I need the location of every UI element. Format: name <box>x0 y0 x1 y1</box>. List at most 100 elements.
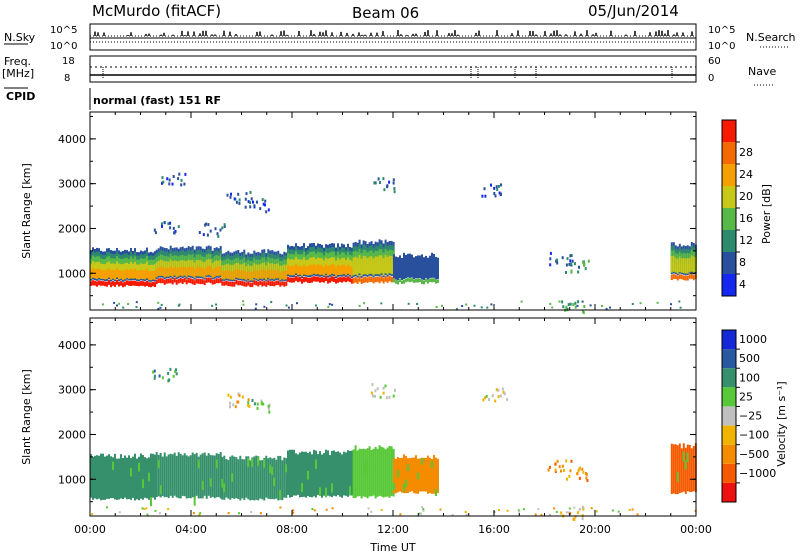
velocity-cell <box>309 451 311 497</box>
power-cell <box>259 280 262 285</box>
velocity-cell <box>395 458 397 494</box>
power-cell <box>157 267 160 276</box>
power-cell <box>380 275 383 282</box>
velocity-cell <box>577 511 580 515</box>
beam-title: Beam 06 <box>352 4 419 22</box>
power-cell <box>237 192 240 196</box>
power-cell <box>242 303 245 306</box>
power-cell <box>565 271 567 274</box>
power-cell <box>249 272 252 281</box>
power-cell <box>273 270 276 280</box>
power-cell <box>383 188 386 192</box>
power-cell <box>582 311 585 315</box>
velocity-cell <box>247 456 250 500</box>
power-cell <box>205 266 208 276</box>
velocity-cell <box>506 397 509 401</box>
power-cell <box>313 276 315 282</box>
velocity-cell <box>277 455 280 501</box>
power-cell <box>347 264 349 274</box>
velocity-cell <box>380 508 383 511</box>
velocity-cell <box>676 472 679 482</box>
velocity-cell <box>213 455 216 499</box>
power-cell <box>285 304 288 307</box>
power-cell <box>688 274 691 279</box>
velocity-cell <box>555 510 558 513</box>
velocity-cell <box>419 512 422 515</box>
velocity-cell <box>94 455 96 499</box>
power-cell <box>323 266 325 276</box>
velocity-cell <box>275 459 278 499</box>
velocity-cell <box>321 454 323 498</box>
velocity-cell <box>537 508 540 511</box>
velocity-cell <box>257 456 260 501</box>
velocity-cell <box>159 453 162 498</box>
power-cell <box>319 265 321 275</box>
power-cell <box>185 279 188 285</box>
power-cell <box>574 301 577 305</box>
velocity-cell <box>227 512 230 515</box>
power-cell <box>395 280 397 284</box>
velocity-cell <box>423 457 425 492</box>
power-cell <box>195 278 198 284</box>
velocity-cell <box>401 457 403 493</box>
power-cell <box>558 300 561 303</box>
velocity-cell <box>368 446 371 497</box>
velocity-cell <box>229 401 232 405</box>
velocity-cell <box>215 453 218 498</box>
velocity-cell <box>422 509 425 512</box>
power-cell <box>577 270 580 274</box>
power-cell <box>249 205 252 209</box>
power-cell <box>100 269 102 279</box>
power-cell <box>352 277 355 284</box>
power-cell <box>223 223 226 227</box>
power-cell <box>421 270 423 279</box>
power-cell <box>191 266 194 277</box>
velocity-cell <box>163 452 166 498</box>
freq-strip: Freq. [MHz] 18 8 60 0 Nave <box>2 55 776 89</box>
power-cell <box>100 281 102 286</box>
power-cell <box>672 262 675 272</box>
velocity-cell <box>98 455 100 499</box>
power-cell <box>110 270 112 280</box>
power-cell <box>157 301 160 304</box>
velocity-cell <box>198 513 201 516</box>
power-cell <box>556 261 559 265</box>
power-cell <box>331 276 333 282</box>
velocity-cell <box>248 404 251 408</box>
power-cell <box>692 275 695 281</box>
velocity-cell <box>563 469 565 472</box>
power-cell <box>181 278 184 284</box>
power-cell <box>267 208 270 212</box>
power-cell <box>680 274 683 280</box>
velocity-cell <box>676 445 679 495</box>
velocity-cell <box>337 451 339 496</box>
power-cell <box>656 301 659 304</box>
y-tick-label: 4000 <box>58 339 86 352</box>
power-cell <box>187 266 190 276</box>
velocity-cell <box>279 456 282 500</box>
power-panel: 1000 2000 3000 4000 Slant Range [km] 4 8 12 16… <box>20 111 773 315</box>
power-cell <box>392 178 395 182</box>
power-cell <box>386 264 389 275</box>
velocity-cell <box>319 487 321 497</box>
power-cell <box>366 277 369 283</box>
velocity-cell <box>229 456 232 500</box>
colorbar-segment <box>722 482 736 502</box>
power-cell <box>570 262 573 266</box>
power-cell <box>118 281 120 287</box>
power-cell <box>362 263 365 275</box>
velocity-cell <box>345 452 347 496</box>
power-cell <box>682 275 685 281</box>
power-cell <box>331 303 334 306</box>
velocity-cell <box>234 405 237 409</box>
power-cell <box>484 194 487 198</box>
power-cell <box>568 262 571 266</box>
power-cell <box>425 270 427 277</box>
velocity-cell <box>581 517 584 521</box>
power-cell <box>331 264 333 274</box>
velocity-cell <box>142 455 144 500</box>
velocity-cell <box>169 453 172 496</box>
velocity-cell <box>102 453 104 500</box>
power-cell <box>317 264 319 274</box>
colorbar-segment <box>722 387 736 407</box>
